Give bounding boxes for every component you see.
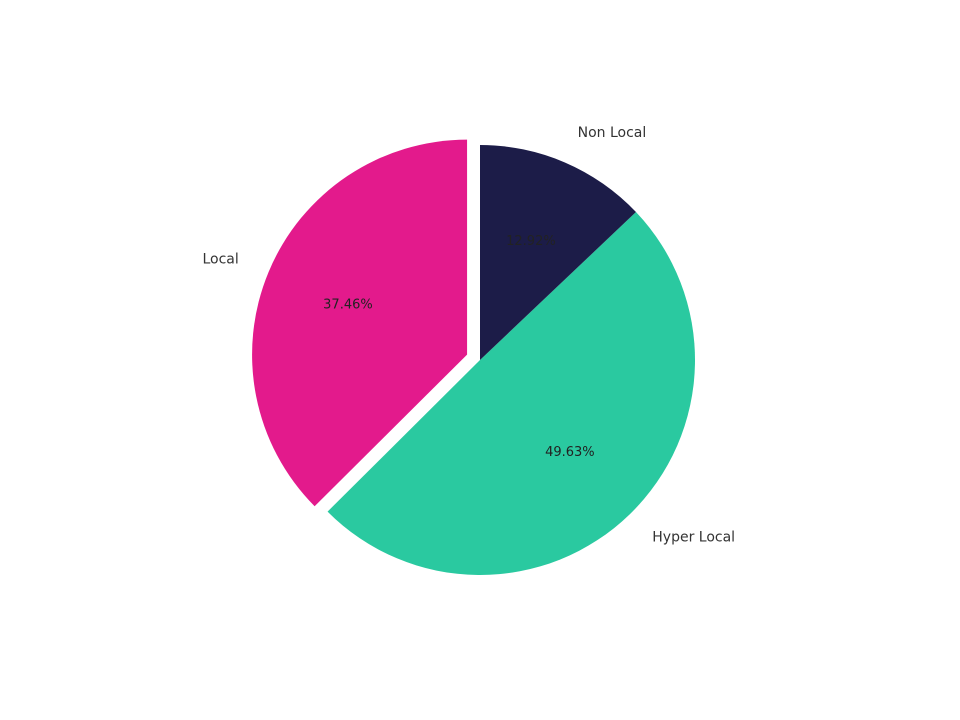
pie-pct-label: 49.63%	[545, 445, 595, 460]
pie-slice-label: Hyper Local	[652, 529, 735, 545]
pie-pct-label: 37.46%	[323, 298, 373, 313]
pie-slice-label: Local	[202, 252, 238, 268]
pie-slice-label: Non Local	[578, 125, 647, 141]
pie-pct-label: 12.92%	[506, 234, 556, 249]
pie-chart: 37.46% Local 49.63% Hyper Local 12.92% Non Lo…	[0, 0, 960, 720]
